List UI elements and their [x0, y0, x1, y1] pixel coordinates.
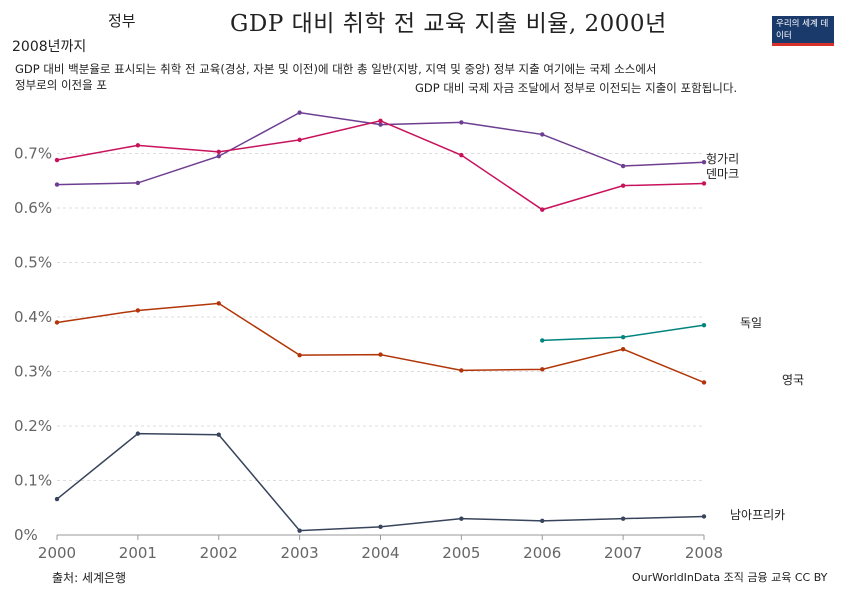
data-point: [54, 320, 60, 325]
y-tick-label: 0.3%: [14, 363, 52, 381]
data-point: [620, 183, 626, 188]
owid-logo[interactable]: 우리의 세계 데이터: [772, 16, 834, 46]
data-point: [297, 110, 302, 115]
series-line: [56, 432, 705, 532]
data-point: [378, 524, 383, 530]
data-point: [216, 149, 221, 155]
data-point: [620, 163, 626, 169]
x-tick-label: 2006: [523, 544, 561, 562]
data-point: [459, 368, 464, 373]
series-label: 영국: [782, 373, 804, 387]
x-tick-label: 2000: [38, 544, 76, 562]
x-tick-label: 2005: [442, 544, 480, 562]
data-point: [54, 496, 60, 502]
data-point: [620, 346, 626, 352]
data-point: [216, 301, 221, 306]
data-point: [135, 431, 141, 436]
data-point: [540, 367, 545, 372]
y-tick-label: 0.6%: [14, 199, 52, 217]
data-point: [701, 380, 707, 385]
y-tick-label: 0.7%: [14, 145, 52, 163]
data-point: [459, 120, 464, 125]
data-point: [135, 143, 141, 148]
data-point: [540, 338, 545, 343]
title-top-left: 정부: [108, 12, 136, 30]
data-point: [540, 207, 545, 212]
data-point: [135, 180, 141, 186]
chart-title: GDP 대비 취학 전 교육 지출 비율, 2000년: [230, 11, 667, 37]
chart-description-line-2: 정부로의 이전을 포: [15, 78, 107, 92]
data-point: [378, 352, 383, 357]
data-point: [701, 514, 707, 519]
series-label: 헝가리: [706, 152, 739, 166]
y-tick-label: 0.1%: [14, 472, 52, 490]
data-point: [54, 182, 60, 187]
data-point: [54, 157, 60, 163]
data-point: [701, 160, 707, 165]
chart-description-line-1: GDP 대비 백분율로 표시되는 취학 전 교육(경상, 자본 및 이전)에 대…: [15, 62, 657, 76]
series-line: [56, 120, 705, 211]
y-tick-label: 0.5%: [14, 254, 52, 272]
y-tick-label: 0.2%: [14, 417, 52, 435]
series-label: 덴마크: [706, 167, 739, 181]
x-tick-label: 2002: [200, 544, 238, 562]
data-point: [378, 118, 383, 124]
x-tick-label: 2004: [361, 544, 399, 562]
data-point: [297, 528, 302, 533]
x-tick-label: 2003: [281, 544, 319, 562]
data-point: [297, 137, 302, 143]
x-tick-label: 2007: [604, 544, 642, 562]
series-label: 남아프리카: [730, 508, 785, 522]
data-point: [216, 432, 221, 437]
x-tick-label: 2008: [685, 544, 723, 562]
series-label: 독일: [740, 316, 762, 330]
y-tick-label: 0%: [14, 526, 38, 544]
chart-description-line-3: GDP 대비 국제 자금 조달에서 정부로 이전되는 지출이 포함됩니다.: [415, 81, 738, 95]
chart-subtitle: 2008년까지: [12, 39, 87, 55]
data-point: [701, 181, 707, 186]
data-point: [135, 308, 141, 313]
data-point: [620, 516, 626, 521]
license-note[interactable]: OurWorldInData 조직 금융 교육 CC BY: [632, 571, 828, 584]
series-line: [56, 302, 705, 384]
data-point: [540, 132, 545, 137]
data-point: [378, 122, 383, 127]
data-point: [701, 322, 707, 328]
x-tick-label: 2001: [119, 544, 157, 562]
y-tick-label: 0.4%: [14, 308, 52, 326]
data-point: [620, 334, 626, 340]
data-point: [459, 516, 464, 521]
data-point: [459, 152, 464, 158]
data-point: [540, 518, 545, 524]
data-point: [297, 352, 302, 358]
data-point: [216, 154, 221, 159]
source-note[interactable]: 출처: 세계은행: [52, 571, 127, 585]
